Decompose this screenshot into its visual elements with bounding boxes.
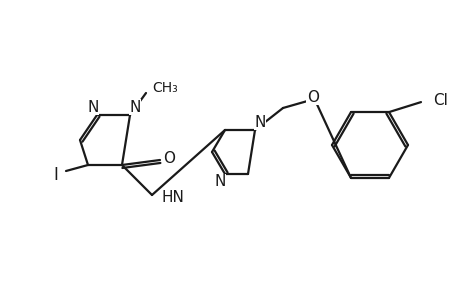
Text: O: O [306, 89, 318, 104]
Text: Cl: Cl [432, 93, 447, 108]
Text: N: N [129, 100, 140, 115]
Text: N: N [254, 115, 265, 130]
Text: I: I [53, 166, 58, 184]
Text: N: N [87, 100, 99, 115]
Text: CH₃: CH₃ [151, 81, 177, 95]
Text: HN: HN [162, 190, 185, 205]
Text: N: N [214, 175, 225, 190]
Text: O: O [162, 151, 174, 166]
